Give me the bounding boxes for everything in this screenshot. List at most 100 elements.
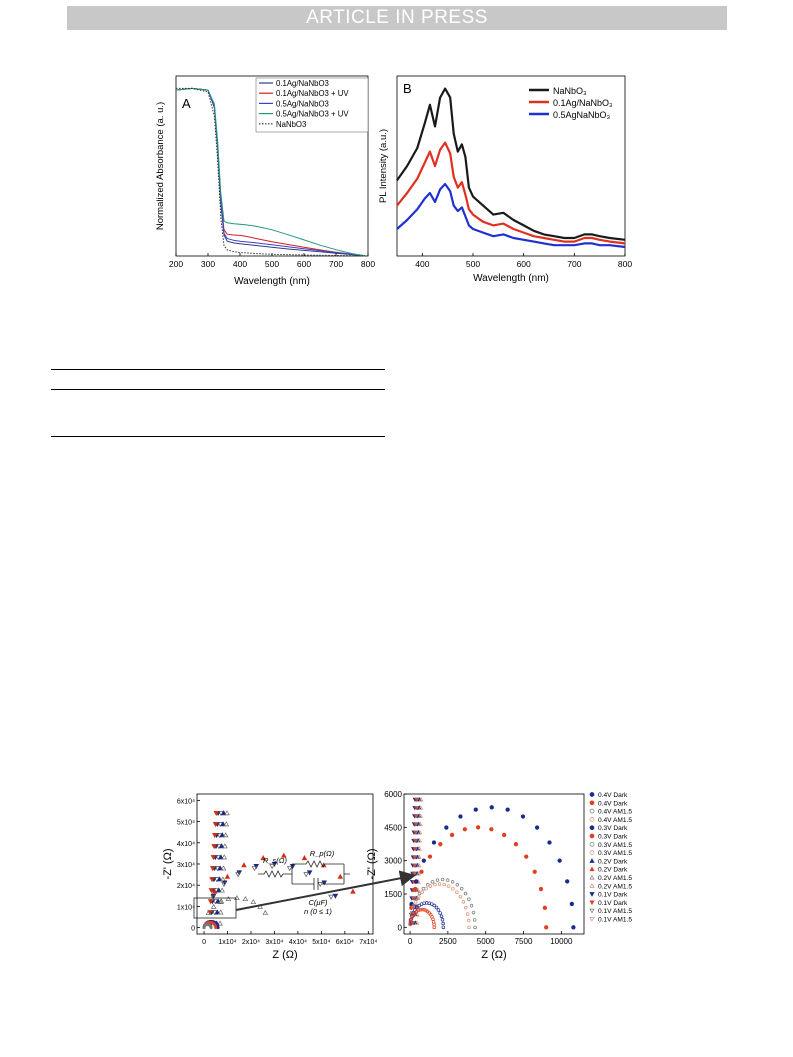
data-point xyxy=(432,925,437,930)
table-bottom-rule xyxy=(51,436,385,437)
data-point xyxy=(434,905,439,910)
data-point xyxy=(218,854,224,860)
x-tick-label: 3x10⁴ xyxy=(265,939,283,946)
x-tick-label: 4x10⁴ xyxy=(289,939,307,946)
data-point xyxy=(416,894,421,899)
legend-label: 0.2V Dark xyxy=(598,867,628,874)
legend-label: 0.2V AM1.5 xyxy=(598,875,632,882)
data-point xyxy=(332,893,339,899)
series-line xyxy=(396,182,626,249)
x-tick-label: 400 xyxy=(233,259,247,269)
data-point xyxy=(418,813,423,818)
y-axis-label: -Z' (Ω) xyxy=(162,848,174,879)
data-point xyxy=(217,909,224,915)
legend-label: 0.2V AM1.5 xyxy=(598,883,632,890)
data-point xyxy=(220,821,226,827)
data-point xyxy=(472,918,477,922)
rp-label: R_p(Ω) xyxy=(310,849,335,858)
series-line xyxy=(175,87,365,257)
data-point xyxy=(422,908,426,912)
data-point xyxy=(467,897,471,902)
x-tick-label: 500 xyxy=(265,259,279,269)
y-axis-label: PL Intensity (a.u.) xyxy=(378,129,389,203)
data-point xyxy=(446,884,451,888)
data-point xyxy=(416,854,422,859)
series-line xyxy=(396,87,626,241)
x-tick-label: 2x10⁴ xyxy=(242,939,260,946)
data-point xyxy=(589,808,595,814)
data-point xyxy=(411,905,416,910)
data-point xyxy=(209,877,215,883)
data-point xyxy=(225,896,232,902)
data-point xyxy=(219,887,225,893)
x-tick-label: 0 xyxy=(408,937,413,946)
x-tick-label: 600 xyxy=(517,259,531,269)
data-point xyxy=(438,842,443,847)
data-point xyxy=(442,882,446,887)
x-tick-label: 10000 xyxy=(550,937,573,946)
data-point xyxy=(520,814,526,819)
rs-label: R_s(Ω) xyxy=(263,856,288,865)
data-point xyxy=(217,898,224,905)
data-point xyxy=(251,866,258,872)
x-tick-label: 6x10⁴ xyxy=(336,939,354,946)
data-point xyxy=(419,869,424,874)
legend-label: 0.2V Dark xyxy=(598,858,628,865)
panel-label-a: A xyxy=(182,96,191,111)
data-point xyxy=(222,832,229,838)
data-point xyxy=(538,886,544,892)
capacitor-plates xyxy=(313,878,319,890)
data-point xyxy=(210,855,217,861)
data-point xyxy=(505,807,510,812)
y-tick-label: 3x10⁴ xyxy=(177,862,195,869)
data-point xyxy=(303,872,309,878)
x-tick-label: 200 xyxy=(169,259,183,269)
data-point xyxy=(462,827,467,832)
series-line xyxy=(176,87,365,257)
x-tick-label: 600 xyxy=(297,259,311,269)
x-tick-label: 7500 xyxy=(515,937,533,946)
data-point xyxy=(211,888,218,894)
data-point xyxy=(416,862,422,868)
data-point xyxy=(420,890,424,895)
data-point xyxy=(461,900,466,904)
zoom-arrow xyxy=(193,870,416,919)
data-point xyxy=(321,880,328,886)
data-point xyxy=(466,918,471,923)
data-point xyxy=(542,905,548,910)
legend-label: 0.1Ag/NaNbO₃ xyxy=(553,98,613,108)
data-point xyxy=(569,901,574,907)
data-point xyxy=(262,909,269,915)
y-tick-label: 6000 xyxy=(384,790,402,799)
data-point xyxy=(350,888,356,894)
data-point xyxy=(221,882,227,888)
impedance-chart-full: 0 1x10⁴ 2x10⁴ 3x10⁴ 4x10⁴ 5x10⁴ 6x10⁴ 7x10⁴ 0 1x1… xyxy=(162,793,377,961)
data-point xyxy=(301,855,308,861)
x-tick-label: 5x10⁴ xyxy=(312,939,330,946)
data-point xyxy=(589,900,595,906)
data-point xyxy=(242,896,249,902)
data-point xyxy=(475,825,481,830)
data-point xyxy=(214,926,218,930)
data-point xyxy=(427,854,433,859)
data-point xyxy=(209,866,216,872)
legend-label: 0.1Ag/NaNbO3 xyxy=(276,79,329,88)
x-tick-label: 300 xyxy=(201,259,215,269)
x-axis-label: Wavelength (nm) xyxy=(234,276,310,287)
data-point xyxy=(465,912,470,916)
data-point xyxy=(426,883,430,887)
data-point xyxy=(436,908,441,912)
legend-label: 0.5Ag/NaNbO3 + UV xyxy=(276,110,349,119)
data-point xyxy=(544,925,549,930)
x-tick-label: 800 xyxy=(361,259,375,269)
data-point xyxy=(589,833,595,839)
x-axis-label: Z (Ω) xyxy=(272,949,297,961)
data-point xyxy=(205,909,212,915)
data-point xyxy=(207,899,214,905)
data-point xyxy=(463,891,468,896)
data-point xyxy=(213,810,220,817)
panel-label-b: B xyxy=(403,81,412,96)
data-point xyxy=(250,898,257,905)
data-point xyxy=(467,925,471,930)
data-point xyxy=(416,908,421,913)
